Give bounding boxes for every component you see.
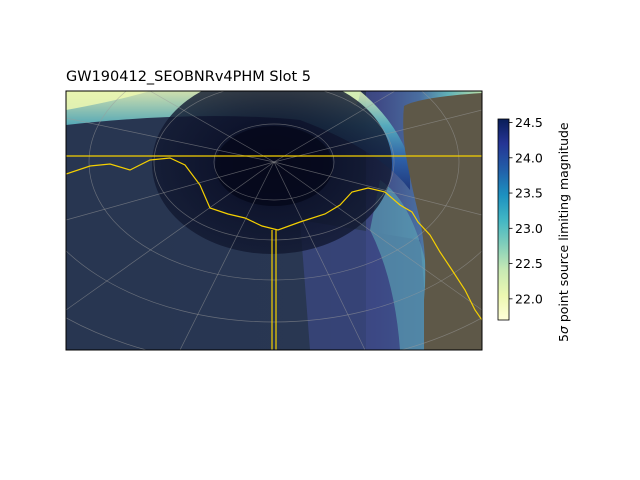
graticule-meridian [273, 161, 366, 350]
colorbar-label: 5σ point source limiting magnitude [556, 122, 571, 342]
colorbar-tick-label: 23.0 [515, 221, 543, 236]
shallow-magnitude-region [370, 180, 425, 350]
colorbar-label-sigma: σ [556, 325, 571, 334]
graticule-circle [213, 123, 335, 201]
contour-boundary [66, 157, 482, 321]
moon-exclusion-inner [215, 126, 333, 206]
chart-title: GW190412_SEOBNRv4PHM Slot 5 [66, 69, 311, 85]
graticule [66, 91, 482, 350]
sky-map [66, 91, 482, 350]
colorbar-gradient [497, 118, 510, 321]
colorbar-tick-label: 24.5 [515, 115, 543, 130]
graticule-circle [153, 91, 395, 241]
graticule-circle [66, 250, 482, 323]
colorbar-label-prefix: 5 [556, 334, 571, 342]
graticule-meridian [179, 161, 275, 350]
colorbar-ticks: 22.0 22.5 23.0 23.5 24.0 24.5 [509, 115, 543, 306]
colorbar-tick-label: 24.0 [515, 150, 543, 165]
bright-limit-patch [66, 91, 150, 110]
colorbar-tick-label: 22.5 [515, 256, 543, 271]
graticule-meridian [149, 91, 275, 163]
colorbar-tick-label: 23.5 [515, 186, 543, 201]
colorbar-tick-label: 22.0 [515, 291, 543, 306]
graticule-meridian [273, 161, 482, 311]
graticule-meridian [66, 117, 275, 163]
graticule-meridian [66, 161, 275, 311]
map-frame [65, 90, 483, 351]
graticule-meridian [273, 161, 482, 216]
graticule-circle [88, 91, 460, 281]
boundary-contours [66, 155, 482, 350]
graticule-meridian [66, 161, 275, 221]
graticule-meridian [273, 91, 396, 163]
graticule-meridian [273, 109, 482, 163]
colorbar-label-rest: point source limiting magnitude [556, 122, 571, 326]
colorbar: 22.0 22.5 23.0 23.5 24.0 24.5 5σ point source… [497, 115, 571, 342]
